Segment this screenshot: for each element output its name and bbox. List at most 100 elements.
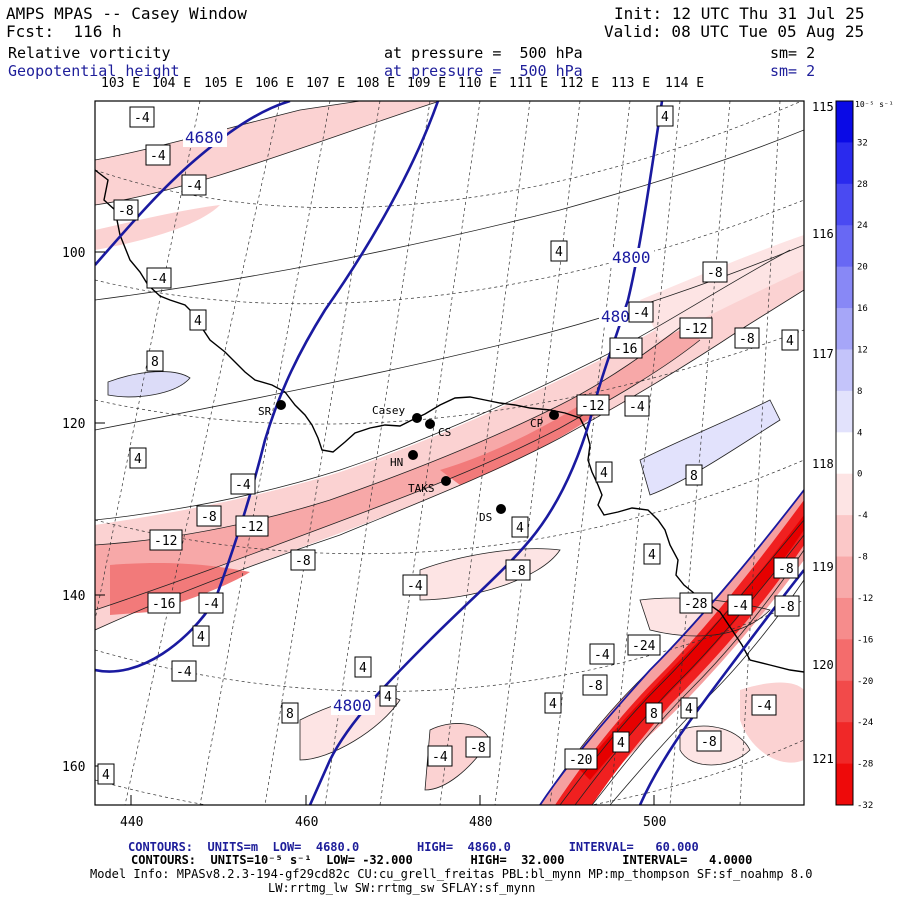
vorticity-contour-label: -20 xyxy=(569,753,592,768)
colorbar-label: -8 xyxy=(857,553,868,563)
vorticity-contour-label: -12 xyxy=(581,399,604,414)
vorticity-contour-label: 4 xyxy=(661,110,669,125)
vorticity-contour-label: 4 xyxy=(549,697,557,712)
height-contour-label: 4800 xyxy=(333,696,372,715)
colorbar-label: 0 xyxy=(857,470,862,480)
vorticity-contour-label: 4 xyxy=(685,702,693,717)
vorticity-contour-label: 4 xyxy=(516,521,524,536)
vorticity-label-box xyxy=(181,174,207,196)
station-marker xyxy=(276,400,286,410)
colorbar-frame xyxy=(835,100,854,806)
vorticity-label-box xyxy=(427,745,453,767)
vorticity-contour-label: 4 xyxy=(384,690,392,705)
colorbar-swatch xyxy=(836,639,853,682)
vorticity-contour-label: -4 xyxy=(235,478,251,493)
vorticity-contour-label: -8 xyxy=(778,562,794,577)
vorticity-label-box xyxy=(146,267,172,289)
vorticity-label-box xyxy=(685,464,703,486)
lon-label: 114 E xyxy=(665,76,705,91)
vorticity-label-box xyxy=(189,309,207,331)
station-marker xyxy=(549,410,559,420)
vorticity-label-box xyxy=(680,697,698,719)
vorticity-contour-label: 8 xyxy=(286,707,294,722)
footer-height-contours: CONTOURS: UNITS=m LOW= 4680.0 HIGH= 4860… xyxy=(128,840,699,854)
field1-smoothing: sm= 2 xyxy=(770,44,816,62)
vorticity-contour-label: -4 xyxy=(134,111,150,126)
vorticity-label-box xyxy=(550,240,568,262)
vorticity-label-box xyxy=(129,447,147,469)
vorticity-label-box xyxy=(281,702,299,724)
y-tick-label: 120 xyxy=(62,417,85,432)
height-contour-label: 4680 xyxy=(185,128,224,147)
station-marker xyxy=(496,504,506,514)
vorticity-label-box xyxy=(679,592,713,614)
lon-label: 113 E xyxy=(611,76,651,91)
station-marker xyxy=(408,450,418,460)
lon-label: 110 E xyxy=(458,76,498,91)
station-label: CS xyxy=(438,426,451,439)
station-label: Casey xyxy=(372,404,405,417)
vorticity-contour-label: -8 xyxy=(470,741,486,756)
vorticity-label-box xyxy=(773,557,799,579)
station-label: DS xyxy=(479,511,492,524)
station-marker xyxy=(425,419,435,429)
colorbar-label: -20 xyxy=(857,677,873,687)
vorticity-contour-label: -4 xyxy=(176,665,192,680)
vorticity-label-box xyxy=(643,543,661,565)
vorticity-label-box xyxy=(564,748,598,770)
x-tick-label: 480 xyxy=(469,815,492,830)
vorticity-label-box xyxy=(595,461,613,483)
colorbar-swatch xyxy=(836,349,853,392)
vorticity-positive-patch xyxy=(640,400,780,495)
vorticity-label-box xyxy=(624,395,650,417)
height-label-bg xyxy=(183,128,227,147)
vorticity-label-box xyxy=(465,736,491,758)
vorticity-contour-label: 4 xyxy=(648,548,656,563)
lon-label: 104 E xyxy=(152,76,192,91)
vorticity-label-box xyxy=(774,595,800,617)
vorticity-label-box xyxy=(505,559,531,581)
y-tick-label: 160 xyxy=(62,760,85,775)
lon-label: 112 E xyxy=(560,76,600,91)
vorticity-label-box xyxy=(702,261,728,283)
vorticity-contour-label: 4 xyxy=(359,661,367,676)
vorticity-contour-label: -8 xyxy=(701,735,717,750)
vorticity-contour-label: -4 xyxy=(633,306,649,321)
vorticity-label-box xyxy=(235,515,269,537)
x-tick-label: 460 xyxy=(295,815,318,830)
map-fill-layer xyxy=(95,101,804,805)
colorbar-swatch xyxy=(836,142,853,185)
vorticity-front-inner xyxy=(580,515,804,780)
vorticity-label-box xyxy=(609,337,643,359)
vorticity-label-box xyxy=(192,625,210,647)
colorbar-swatch xyxy=(836,225,853,268)
lon-label: 109 E xyxy=(407,76,447,91)
stations-layer: Casey CS SR HN CP TAKS DS xyxy=(258,400,559,524)
vorticity-contour-label: 4 xyxy=(786,334,794,349)
vorticity-contour-label: -4 xyxy=(432,750,448,765)
vorticity-label-box xyxy=(582,674,608,696)
field1-level: at pressure = 500 hPa xyxy=(384,44,583,62)
vorticity-label-box xyxy=(149,529,183,551)
colorbar-label: 8 xyxy=(857,387,862,397)
vorticity-label-box xyxy=(147,592,181,614)
vorticity-label-box xyxy=(146,350,164,372)
lon-label: 107 E xyxy=(306,76,346,91)
height-contour-label: 4800 xyxy=(612,248,651,267)
height-label-bg xyxy=(331,696,375,715)
vorticity-label-box xyxy=(628,301,654,323)
colorbar-swatch xyxy=(836,101,853,143)
colorbar-swatch xyxy=(836,515,853,558)
vorticity-label-box xyxy=(354,656,372,678)
vorticity-contour-label: 4 xyxy=(555,245,563,260)
valid-time: Valid: 08 UTC Tue 05 Aug 25 xyxy=(604,22,865,41)
colorbar-swatch xyxy=(836,473,853,516)
vorticity-label-box xyxy=(171,660,197,682)
field1-name: Relative vorticity xyxy=(8,44,171,62)
colorbar-swatch xyxy=(836,556,853,599)
colorbar-swatch xyxy=(836,432,853,475)
colorbar-swatch xyxy=(836,266,853,309)
field2-smoothing: sm= 2 xyxy=(770,62,816,80)
